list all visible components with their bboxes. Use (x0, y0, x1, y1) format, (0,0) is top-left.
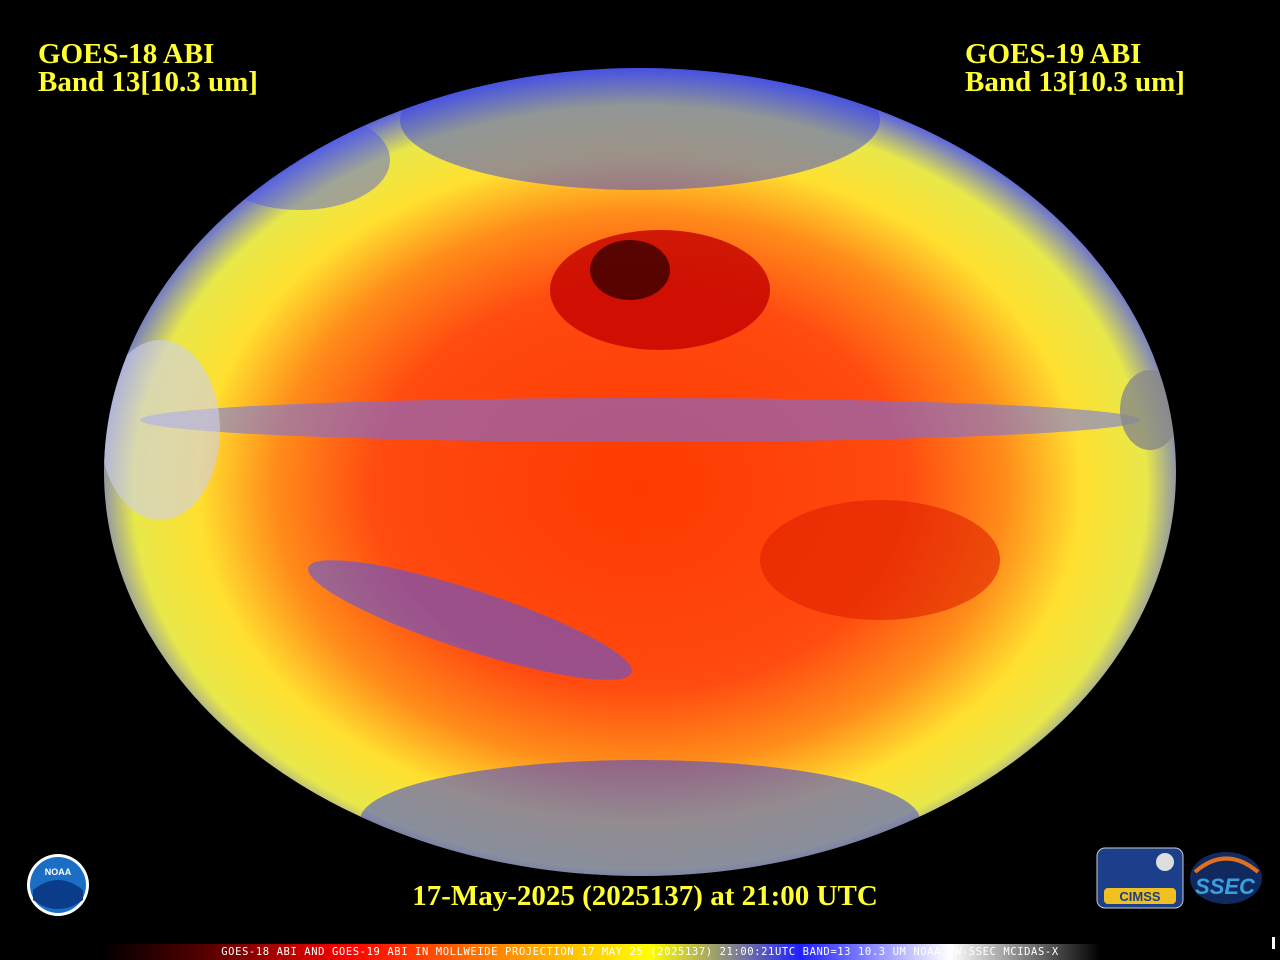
color-bar (100, 944, 1100, 960)
footer-caption: GOES-18 ABI AND GOES-19 ABI IN MOLLWEIDE… (221, 946, 1059, 958)
earth-disk (104, 68, 1176, 876)
ssec-label: SSEC (1195, 874, 1256, 899)
noaa-label: NOAA (45, 867, 72, 877)
cimss-label: CIMSS (1119, 889, 1161, 904)
cursor-mark (1272, 937, 1275, 949)
left-satellite: GOES-18 ABI (38, 38, 214, 70)
cimss-logo: CIMSS (1096, 847, 1184, 909)
cloud-features (104, 68, 1176, 876)
timestamp: 17-May-2025 (2025137) at 21:00 UTC (412, 880, 878, 912)
right-band: Band 13[10.3 um] (965, 66, 1185, 98)
ssec-logo: SSEC (1190, 852, 1262, 904)
left-band: Band 13[10.3 um] (38, 66, 258, 98)
noaa-logo: NOAA (27, 854, 89, 916)
right-satellite: GOES-19 ABI (965, 38, 1141, 70)
